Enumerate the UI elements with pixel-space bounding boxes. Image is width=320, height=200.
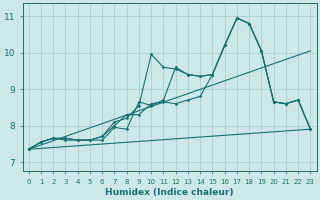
X-axis label: Humidex (Indice chaleur): Humidex (Indice chaleur) (105, 188, 234, 197)
